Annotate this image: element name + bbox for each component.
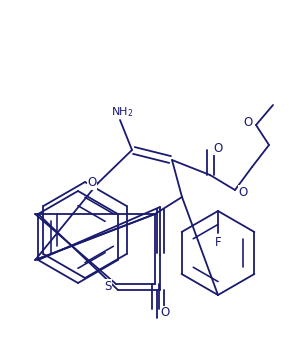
Text: O: O: [160, 307, 170, 320]
Text: O: O: [87, 176, 97, 189]
Text: F: F: [215, 237, 221, 250]
Text: S: S: [104, 280, 112, 293]
Text: O: O: [243, 117, 253, 130]
Text: O: O: [213, 141, 223, 154]
Text: NH$_2$: NH$_2$: [111, 105, 133, 119]
Text: O: O: [238, 186, 248, 198]
